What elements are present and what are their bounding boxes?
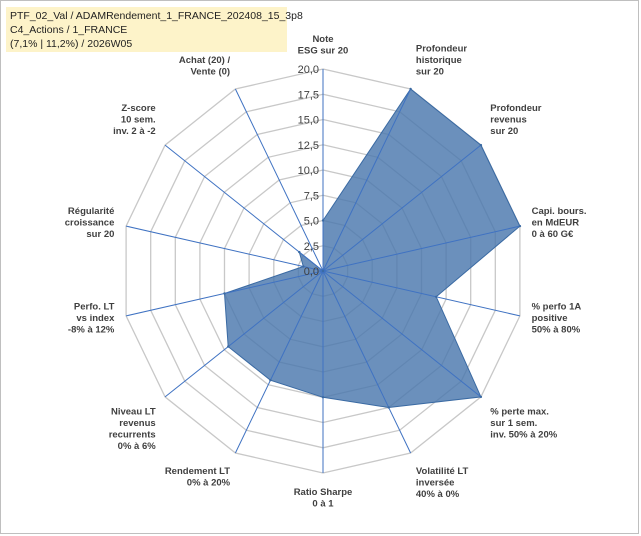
axis-spoke [234, 88, 324, 272]
axis-label: Note ESG sur 20 [298, 34, 349, 57]
data-point [298, 250, 301, 254]
tick-label: 12,5 [298, 140, 319, 152]
axis-spoke [234, 270, 324, 454]
axis-label: Rendement LT 0% à 20% [165, 466, 231, 489]
tick-label: 5,0 [304, 216, 319, 228]
data-point [321, 396, 325, 399]
axis-spoke [322, 88, 412, 272]
axis-spoke [322, 144, 482, 272]
tick-label: 2,5 [304, 241, 319, 253]
axis-label: % perfo 1A positive 50% à 80% [532, 301, 582, 335]
data-point [321, 219, 325, 222]
axis-spoke [164, 144, 324, 272]
data-point [302, 265, 305, 268]
axis-label: Capi. bours. en MdEUR 0 à 60 G€ [532, 206, 587, 240]
portfolio-info-box: PTF_02_Val / ADAMRendement_1_FRANCE_2024… [6, 7, 303, 52]
tick-label: 10,0 [298, 165, 319, 177]
data-point [479, 143, 483, 147]
data-point [409, 87, 412, 91]
data-point [479, 395, 483, 399]
return-period: (7,1% | 11,2%) / 2026W05 [10, 38, 133, 50]
axis-label: Régularité croissance sur 20 [65, 206, 115, 240]
axis-spoke [322, 270, 412, 454]
data-point [435, 295, 438, 298]
tick-label: 20,0 [298, 64, 319, 76]
data-point [387, 406, 390, 409]
data-point [518, 224, 522, 228]
data-point [269, 379, 272, 382]
data-point [321, 269, 325, 273]
tick-label: 15,0 [298, 115, 319, 127]
data-point [227, 345, 230, 348]
axis-label: % perte max. sur 1 sem. inv. 50% à 20% [490, 406, 557, 440]
axis-label: Niveau LT revenus recurrents 0% à 6% [109, 406, 157, 452]
data-point [223, 292, 226, 295]
tick-label: 0,0 [304, 266, 319, 278]
axis-label: Profondeur revenus sur 20 [490, 103, 541, 137]
axis-label: Z-score 10 sem. inv. 2 à -2 [113, 103, 156, 137]
axis-spoke [322, 270, 482, 398]
portfolio-name: PTF_02_Val / ADAMRendement_1_FRANCE_2024… [10, 10, 303, 22]
axis-label: Perfo. LT vs index -8% à 12% [68, 301, 115, 335]
series-area [223, 88, 521, 409]
tick-label: 7,5 [304, 190, 319, 202]
axis-spoke [164, 270, 324, 398]
axis-label: Profondeur historique sur 20 [416, 44, 467, 78]
axis-spoke [322, 270, 521, 317]
axis-label: Ratio Sharpe 0 à 1 [294, 487, 353, 510]
axis-label: Volatilité LT inversée 40% à 0% [416, 466, 469, 500]
axis-spoke [322, 225, 521, 272]
axis-spoke [125, 225, 324, 272]
tick-label: 17,5 [298, 89, 319, 101]
asset-class: C4_Actions / 1_FRANCE [10, 24, 128, 36]
